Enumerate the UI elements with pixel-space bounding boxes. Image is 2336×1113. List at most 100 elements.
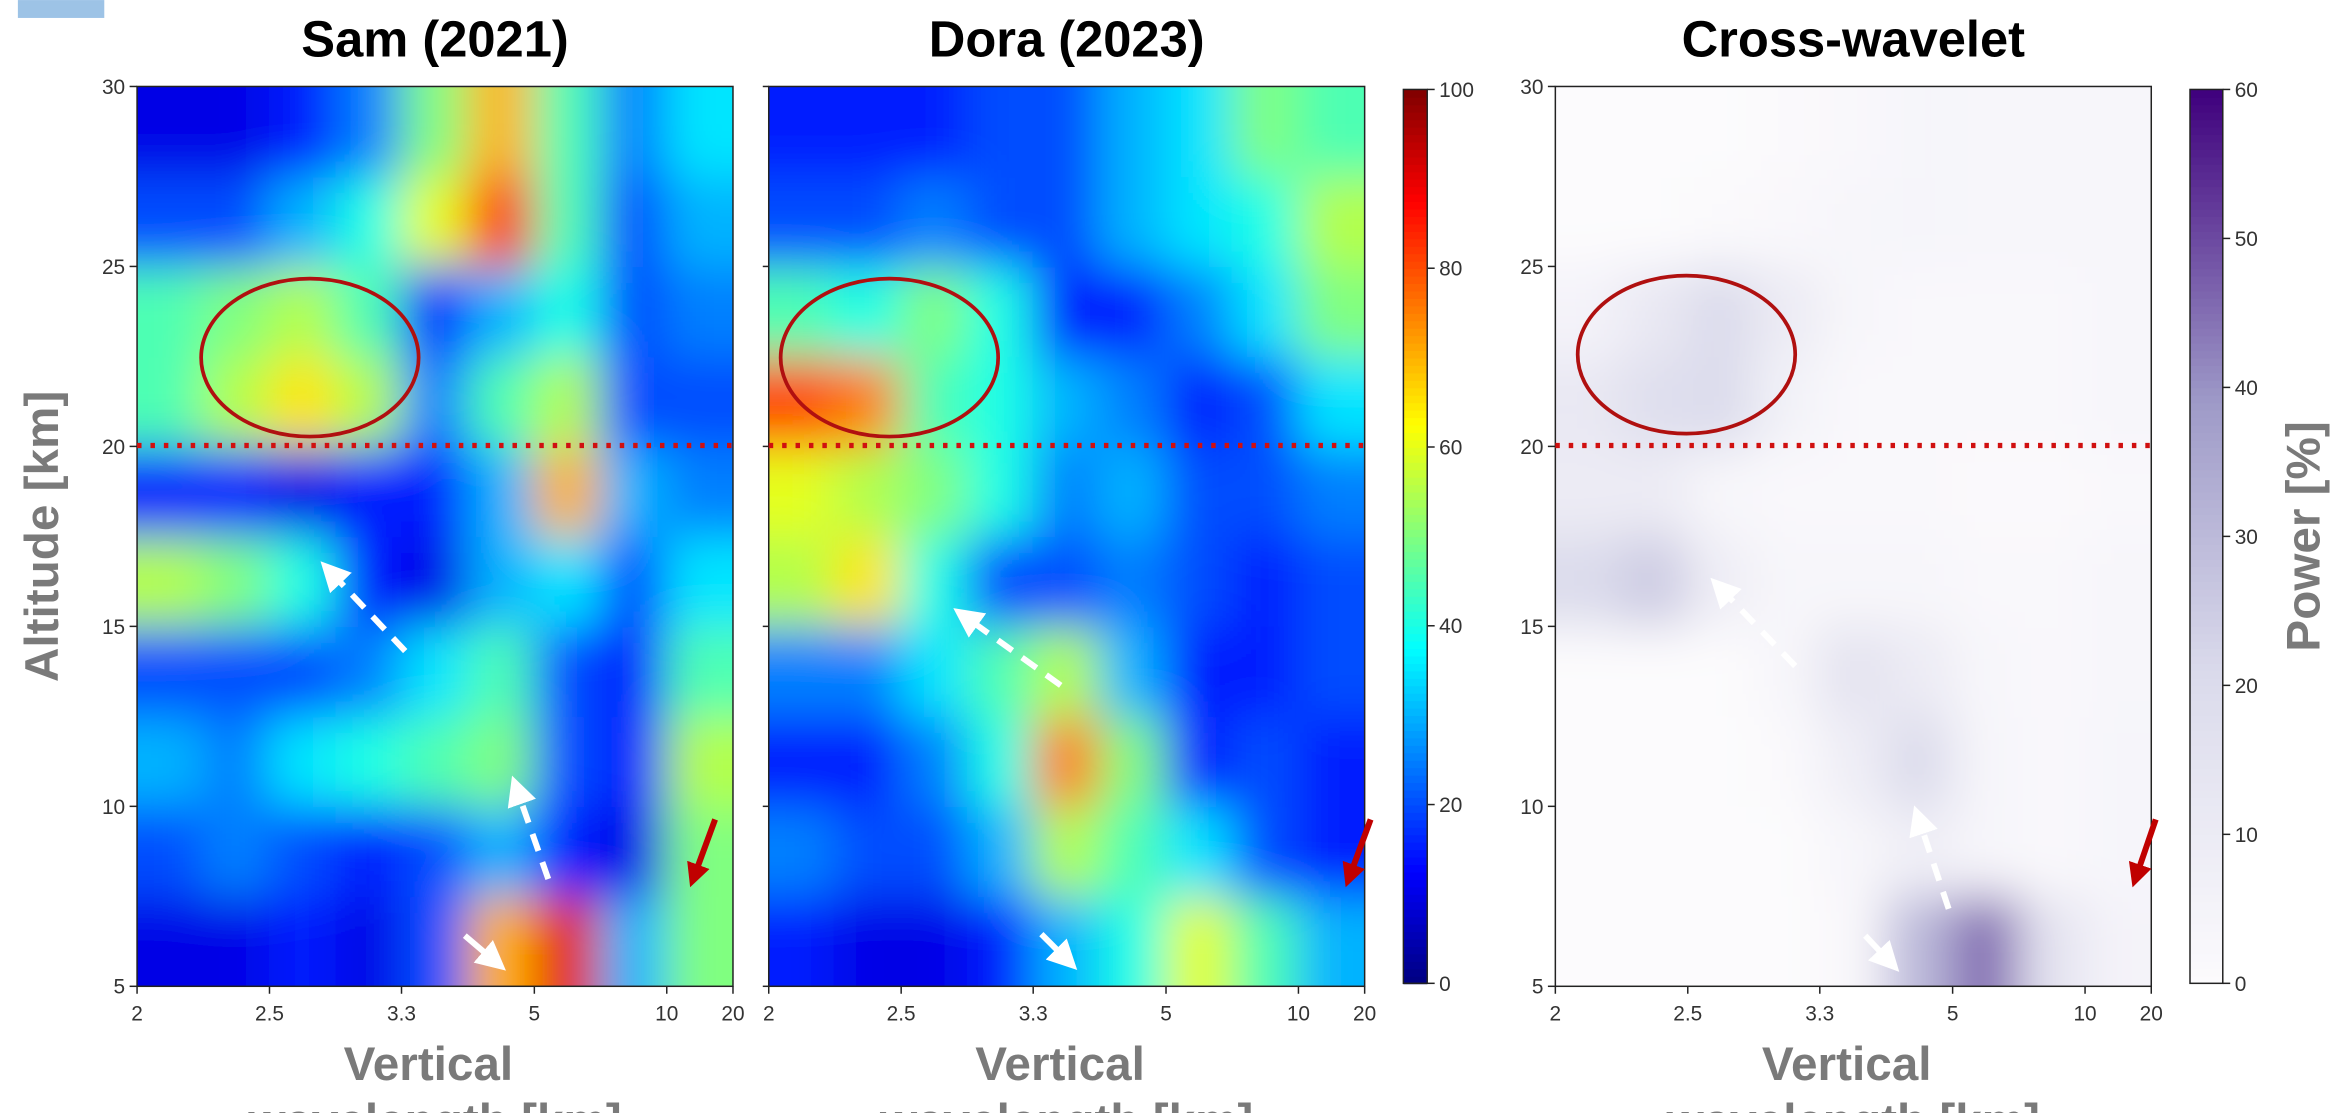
heatmap-cell (534, 806, 602, 897)
colorbar-swatch (1403, 246, 1427, 254)
colorbar-swatch (2190, 231, 2223, 239)
heatmap-cell (1032, 626, 1100, 717)
heatmap-cell (600, 356, 668, 447)
colorbar-swatch (2190, 849, 2223, 857)
colorbar-swatch (2190, 909, 2223, 917)
colorbar-swatch (2190, 864, 2223, 872)
colorbar-tick-label: 10 (2235, 824, 2258, 847)
heatmap-cell (1754, 536, 1821, 627)
heatmap-cell (1099, 626, 1167, 717)
colorbar-swatch (1403, 842, 1427, 850)
heatmap-cell (1886, 356, 1954, 447)
colorbar-swatch (1403, 536, 1427, 544)
heatmap-cell (269, 176, 337, 267)
heatmap-cell (202, 446, 270, 537)
colorbar-swatch (2190, 343, 2223, 351)
heatmap-cell (1620, 176, 1688, 267)
colorbar-swatch (2190, 142, 2223, 150)
x-tick-label: 2.5 (1673, 1003, 1702, 1026)
colorbar-swatch (1403, 238, 1427, 246)
colorbar-swatch (2190, 402, 2223, 410)
x-axis-label: Vertical wavelength [km] (1666, 1038, 2040, 1113)
x-tick-label: 5 (1160, 1003, 1172, 1026)
heatmap-cell (1687, 176, 1755, 267)
colorbar-swatch (2190, 514, 2223, 522)
heatmap-cell (967, 806, 1034, 897)
colorbar-swatch (1403, 857, 1427, 865)
colorbar-swatch (1403, 224, 1427, 232)
colorbar-swatch (1403, 745, 1427, 753)
colorbar-swatch (2190, 954, 2223, 962)
colorbar-swatch (2190, 752, 2223, 760)
heatmap-cell (600, 806, 668, 897)
colorbar-swatch (1403, 529, 1427, 537)
heatmap-cell (967, 536, 1034, 627)
heatmap-cell (1165, 446, 1233, 537)
colorbar-swatch (1403, 827, 1427, 835)
colorbar-label: Power [%] (2278, 421, 2331, 651)
heatmap-cell (1165, 356, 1233, 447)
colorbar-swatch (2190, 544, 2223, 552)
heatmap-cell (1952, 176, 2020, 267)
heatmap-cell (900, 716, 968, 807)
heatmap-cell (834, 536, 902, 627)
colorbar-swatch (2190, 834, 2223, 842)
y-tick-label: 25 (102, 256, 125, 279)
heatmap-cell (1952, 446, 2020, 537)
colorbar-swatch (2190, 417, 2223, 425)
heatmap-cell (834, 446, 902, 537)
heatmap-cell (467, 266, 535, 357)
heatmap-cell (1232, 536, 1300, 627)
colorbar-swatch (2190, 901, 2223, 909)
heatmap-cell (1620, 26, 1688, 177)
heatmap-cell (77, 806, 204, 897)
heatmap-cell (401, 536, 469, 627)
colorbar-swatch (1403, 559, 1427, 567)
heatmap-cell (1099, 896, 1167, 1047)
heatmap-cell (600, 446, 668, 537)
colorbar-swatch (2190, 358, 2223, 366)
colorbar-swatch (1403, 276, 1427, 284)
x-axis-label-line: Vertical (975, 1038, 1158, 1091)
heatmap-cell (1495, 26, 1622, 177)
colorbar-swatch (2190, 559, 2223, 567)
colorbar-swatch (2190, 842, 2223, 850)
heatmap-cell (401, 716, 469, 807)
heatmap-cell (1952, 356, 2020, 447)
heatmap-cell (834, 716, 902, 807)
heatmap-cell (1165, 536, 1233, 627)
colorbar-swatch (1403, 618, 1427, 626)
colorbar-swatch (2190, 305, 2223, 313)
heatmap-cell (269, 446, 337, 537)
colorbar-tick-label: 40 (1439, 615, 1462, 638)
heatmap-cell (1952, 536, 2020, 627)
colorbar-tick-label: 60 (1439, 436, 1462, 459)
colorbar-swatch (1403, 968, 1427, 976)
colorbar-swatch (2190, 89, 2223, 97)
heatmap-cell (1819, 716, 1887, 807)
colorbar-swatch (2190, 469, 2223, 477)
heatmap-cell (1819, 626, 1887, 717)
heatmap-cell (77, 536, 204, 627)
colorbar-swatch (1403, 782, 1427, 790)
heatmap-cell (1754, 716, 1821, 807)
colorbar-swatch (1403, 164, 1427, 172)
heatmap-cell (335, 266, 402, 357)
heatmap-cell (1886, 446, 1954, 537)
colorbar-swatch (1403, 507, 1427, 515)
heatmap-cell (2018, 536, 2086, 627)
colorbar-swatch (2190, 700, 2223, 708)
colorbar-swatch (2190, 685, 2223, 693)
colorbar-swatch (2190, 641, 2223, 649)
heatmap-cell (335, 536, 402, 627)
heatmap-cell (1099, 536, 1167, 627)
colorbar-swatch (1403, 752, 1427, 760)
colorbar-swatch (1403, 611, 1427, 619)
colorbar-swatch (1403, 477, 1427, 485)
figure: 22.53.35102051015202530Sam (2021)Vertica… (0, 0, 2336, 1113)
colorbar-swatch (2190, 827, 2223, 835)
heatmap-cell (202, 716, 270, 807)
heatmap-cell (335, 806, 402, 897)
colorbar-swatch (2190, 946, 2223, 954)
colorbar-swatch (1403, 454, 1427, 462)
